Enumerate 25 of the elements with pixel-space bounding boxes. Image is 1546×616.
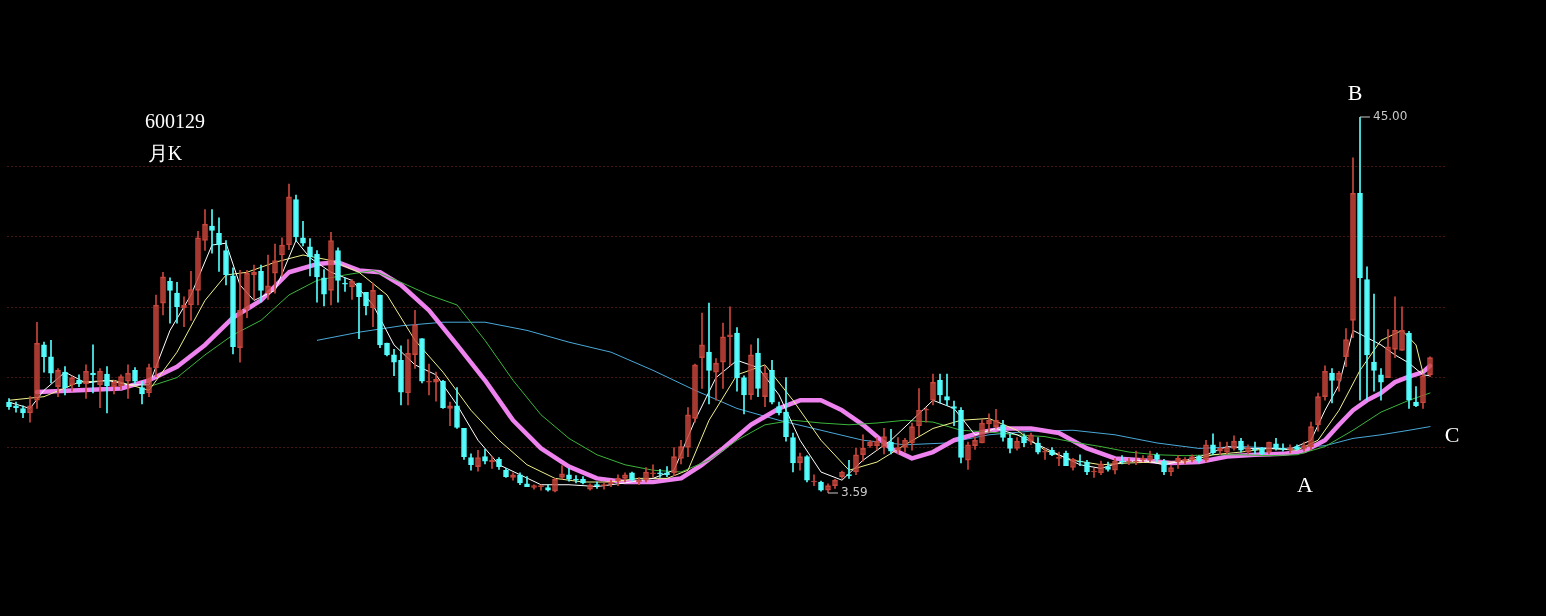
candlestick [951,400,957,427]
text: B [1347,80,1363,106]
candlestick [1252,441,1258,455]
text: 月K [147,141,183,166]
candlestick [104,366,110,414]
candlestick [1329,368,1335,404]
annotation: 3.59 [841,485,868,500]
candlestick [657,468,663,478]
candlestick [1119,455,1125,465]
candlestick [1378,368,1384,401]
annotation: A [1297,472,1313,498]
candlestick [167,277,173,324]
candlestick [1413,386,1419,407]
annotation: C [1444,422,1460,448]
annotation: 45.00 [1373,109,1408,124]
candlestick [356,282,362,339]
candlestick [209,209,215,254]
candlestick [706,302,712,405]
candlestick [216,217,222,272]
candlestick [342,277,348,292]
chart-title: 600129 [145,110,205,133]
candlestick [1371,293,1377,392]
candlestick [944,373,950,407]
candlestick [1077,454,1083,466]
candlestick [573,475,579,484]
